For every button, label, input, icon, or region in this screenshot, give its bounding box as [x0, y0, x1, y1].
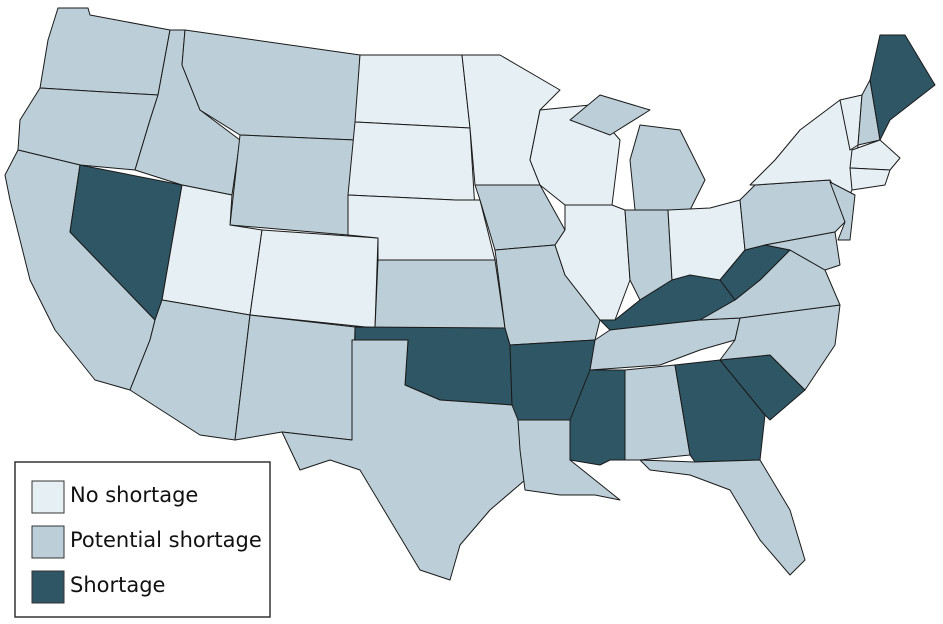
state [569, 94, 651, 136]
legend-swatch [31, 525, 65, 559]
state [869, 34, 936, 141]
legend-swatch [31, 570, 65, 604]
state [39, 7, 171, 96]
legend: No shortage Potential shortage Shortage [14, 461, 271, 618]
state [764, 231, 841, 271]
legend-swatch [31, 480, 65, 514]
legend-label: Potential shortage [70, 528, 262, 552]
state [639, 459, 806, 576]
state [624, 364, 691, 461]
state [249, 229, 379, 329]
state [234, 314, 356, 441]
state [629, 124, 706, 211]
state [354, 54, 471, 129]
legend-label: No shortage [70, 483, 198, 507]
state [829, 181, 856, 241]
state [374, 259, 506, 329]
states [4, 7, 936, 581]
state [849, 167, 891, 191]
state [849, 139, 901, 171]
legend-label: Shortage [70, 573, 165, 597]
state [281, 339, 526, 581]
state [229, 134, 356, 236]
